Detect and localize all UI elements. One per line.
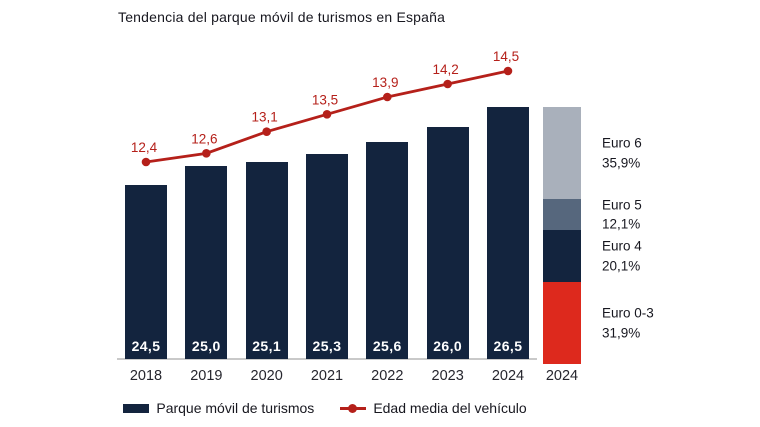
x-tick-2024: 2024: [491, 368, 525, 384]
stack-label-pct-euro-6: 35,9%: [602, 155, 641, 171]
stack-label-euro-5: Euro 5 12,1%: [602, 195, 642, 234]
bar-value-label-2021: 25,3: [312, 337, 342, 354]
chart-title: Tendencia del parque móvil de turismos e…: [118, 9, 446, 25]
stack-segment-euro-0-3: [543, 282, 581, 364]
bar-2024: 26,5: [486, 107, 529, 359]
stack-label-name-euro-5: Euro 5: [602, 197, 642, 213]
bar-value-label-2023: 26,0: [433, 338, 463, 354]
x-tick-2023: 2023: [431, 368, 464, 384]
stack-label-pct-euro-4: 20,1%: [602, 258, 641, 274]
bar-2023: 26,0: [426, 126, 469, 359]
x-tick-2021: 2021: [310, 368, 344, 384]
legend: Parque móvil de turismos Edad media del …: [0, 400, 650, 416]
bar-2022: 25,6: [366, 142, 409, 359]
x-tick-2018: 2018: [129, 368, 163, 384]
legend-item-edad-media: Edad media del vehículo: [340, 400, 527, 416]
bar-series-swatch-icon: [123, 403, 150, 413]
stack-segment-euro-5: [543, 199, 581, 231]
bar-2018: 24,5: [125, 185, 167, 359]
stack-label-euro-0-3: Euro 0-3 31,9%: [602, 303, 654, 342]
stack-label-name-euro-4: Euro 4: [602, 238, 642, 254]
bar-value-label-2019: 25,0: [191, 338, 221, 354]
x-tick-2022: 2022: [371, 368, 404, 384]
legend-label-edad-media: Edad media del vehículo: [373, 400, 527, 416]
x-tick-2020: 2020: [250, 368, 283, 384]
stack-label-euro-6: Euro 6 35,9%: [602, 134, 642, 173]
bar-2019: 25,0: [185, 165, 228, 359]
legend-label-parque-movil: Parque móvil de turismos: [156, 400, 315, 416]
stack-label-euro-4: Euro 4 20,1%: [602, 237, 642, 276]
stack-label-name-euro-0-3: Euro 0-3: [602, 305, 654, 321]
stack-label-pct-euro-0-3: 31,9%: [602, 325, 641, 340]
stack-label-pct-euro-5: 12,1%: [602, 216, 641, 232]
legend-item-parque-movil: Parque móvil de turismos: [123, 400, 314, 416]
bar-value-label-2024: 26,5: [493, 338, 523, 354]
bar-value-label-2022: 25,6: [372, 337, 402, 354]
bar-2021: 25,3: [305, 153, 348, 359]
bar-value-label-2020: 25,1: [252, 337, 282, 354]
bar-value-label-2018: 24,5: [131, 338, 161, 354]
x-axis-line: [117, 358, 537, 360]
stack-label-name-euro-6: Euro 6: [602, 135, 642, 151]
stack-segment-euro-6: [543, 107, 581, 200]
x-tick-stack-2024: 2024: [545, 368, 579, 384]
line-marker-dot-icon: [348, 403, 358, 413]
stack-segment-euro-4: [543, 230, 581, 283]
line-series-swatch-icon: [340, 403, 367, 413]
bar-2020: 25,1: [245, 161, 288, 359]
x-tick-2019: 2019: [190, 368, 223, 384]
